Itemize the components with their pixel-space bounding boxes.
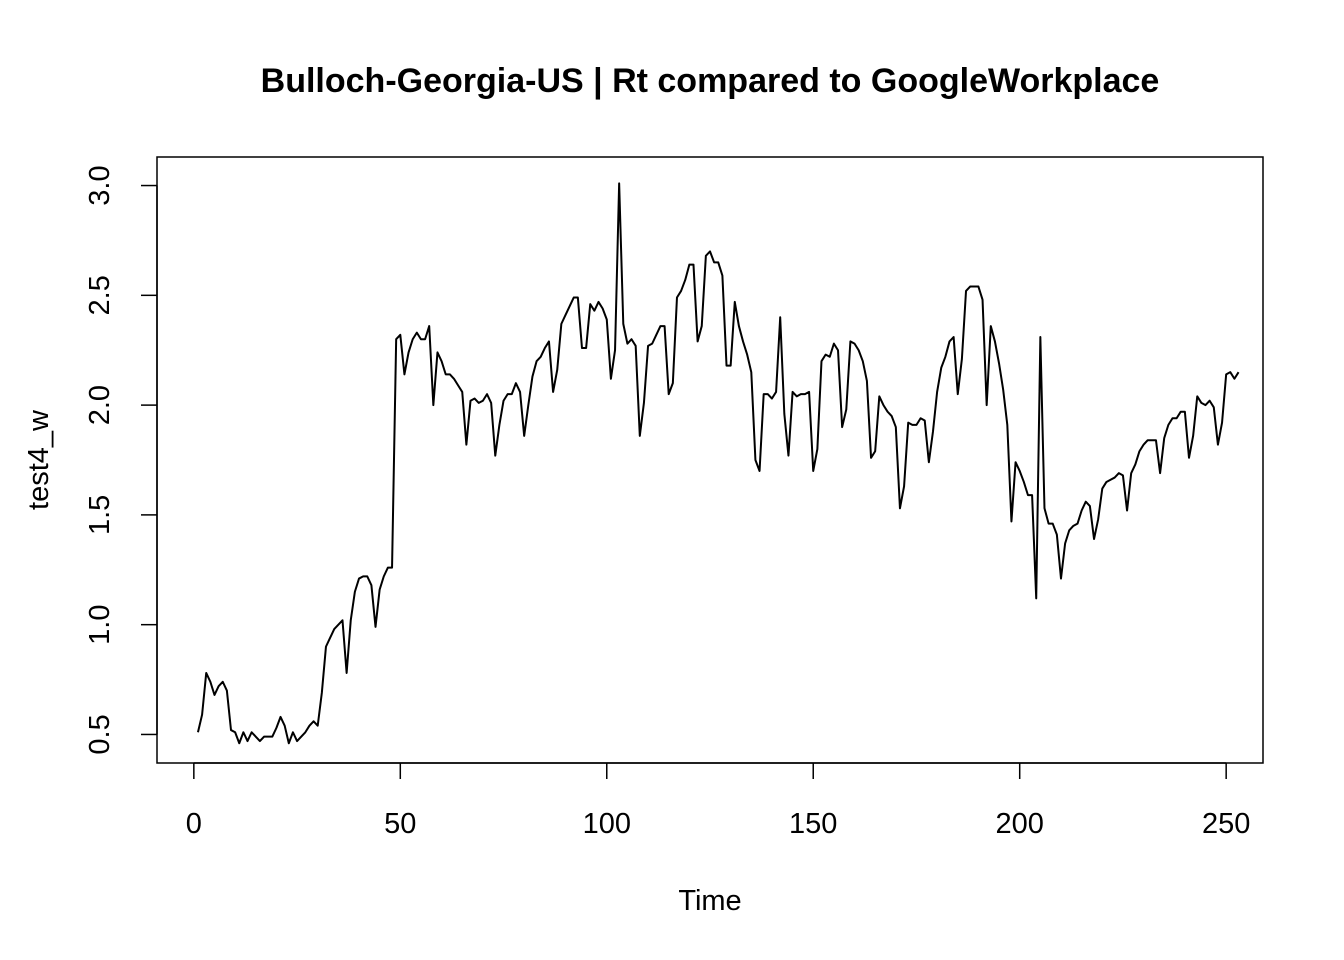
x-axis: 0 50 100 150 200 250 — [186, 762, 1250, 840]
y-tick-label: 3.0 — [84, 165, 116, 205]
chart-title: Bulloch-Georgia-US | Rt compared to Goog… — [261, 62, 1160, 100]
x-tick-label: 100 — [583, 808, 631, 840]
x-tick-label: 0 — [186, 808, 202, 840]
x-tick-label: 150 — [789, 808, 837, 840]
y-tick-label: 0.5 — [84, 714, 116, 754]
y-tick-label: 1.0 — [84, 605, 116, 645]
y-tick-label: 2.5 — [84, 275, 116, 315]
x-tick-label: 200 — [996, 808, 1044, 840]
series-line — [196, 182, 1240, 745]
y-axis: 0.5 1.0 1.5 2.0 2.5 3.0 — [84, 165, 158, 755]
series-group — [196, 182, 1240, 745]
y-tick-label: 2.0 — [84, 385, 116, 425]
y-axis-label: test4_w — [23, 409, 55, 510]
y-tick-label: 1.5 — [84, 495, 116, 535]
x-tick-label: 50 — [384, 808, 416, 840]
x-tick-label: 250 — [1202, 808, 1250, 840]
x-axis-label: Time — [678, 885, 741, 917]
